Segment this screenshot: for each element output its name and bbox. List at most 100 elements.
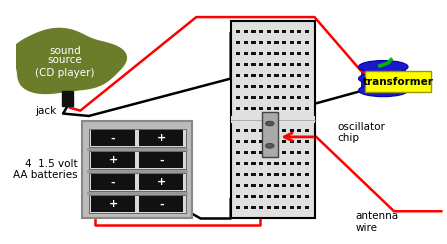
Text: sound: sound: [49, 46, 81, 56]
Bar: [139, 174, 183, 190]
Bar: [251, 206, 256, 209]
Bar: [236, 162, 240, 165]
Bar: [267, 52, 271, 55]
Bar: [290, 52, 294, 55]
Bar: [139, 130, 183, 146]
Bar: [290, 184, 294, 187]
Bar: [274, 96, 278, 99]
Bar: [282, 206, 286, 209]
Bar: [290, 206, 294, 209]
Bar: [282, 140, 286, 143]
Text: +: +: [156, 177, 166, 187]
Bar: [297, 63, 301, 66]
Circle shape: [266, 121, 274, 126]
Bar: [282, 63, 286, 66]
Bar: [87, 192, 188, 195]
Bar: [259, 41, 263, 44]
Bar: [236, 195, 240, 198]
Bar: [267, 96, 271, 99]
Bar: [267, 107, 271, 110]
Bar: [259, 162, 263, 165]
Bar: [274, 173, 278, 176]
Bar: [236, 30, 240, 33]
Bar: [251, 151, 256, 154]
Bar: [267, 162, 271, 165]
Bar: [274, 30, 278, 33]
Bar: [274, 107, 278, 110]
Bar: [274, 195, 278, 198]
Bar: [297, 74, 301, 77]
Bar: [251, 173, 256, 176]
Bar: [244, 107, 248, 110]
Bar: [251, 195, 256, 198]
Bar: [251, 140, 256, 143]
Bar: [259, 173, 263, 176]
Bar: [297, 129, 301, 132]
Bar: [244, 184, 248, 187]
Bar: [251, 63, 256, 66]
Bar: [290, 173, 294, 176]
Text: -: -: [111, 133, 115, 143]
Bar: [62, 91, 72, 106]
Bar: [267, 206, 271, 209]
Text: +: +: [109, 155, 118, 165]
Bar: [244, 173, 248, 176]
Bar: [267, 30, 271, 33]
Bar: [259, 63, 263, 66]
Bar: [274, 85, 278, 88]
Bar: [297, 195, 301, 198]
Bar: [274, 52, 278, 55]
Bar: [259, 96, 263, 99]
Bar: [87, 170, 188, 173]
Bar: [259, 151, 263, 154]
Bar: [236, 129, 240, 132]
Bar: [305, 195, 309, 198]
Bar: [290, 74, 294, 77]
Bar: [236, 41, 240, 44]
Text: +: +: [109, 199, 118, 209]
Bar: [236, 173, 240, 176]
Bar: [305, 107, 309, 110]
Bar: [236, 184, 240, 187]
Bar: [251, 52, 256, 55]
Bar: [251, 85, 256, 88]
Bar: [267, 195, 271, 198]
Bar: [259, 129, 263, 132]
Ellipse shape: [358, 84, 408, 97]
Bar: [274, 151, 278, 154]
Bar: [236, 206, 240, 209]
Bar: [282, 41, 286, 44]
Text: source: source: [48, 55, 83, 65]
Bar: [290, 96, 294, 99]
Bar: [244, 206, 248, 209]
Bar: [91, 174, 135, 190]
Bar: [251, 30, 256, 33]
FancyArrowPatch shape: [284, 133, 313, 141]
Bar: [282, 151, 286, 154]
Bar: [91, 152, 135, 168]
Bar: [236, 74, 240, 77]
Bar: [89, 151, 186, 169]
Bar: [282, 74, 286, 77]
Bar: [290, 41, 294, 44]
Bar: [244, 140, 248, 143]
Bar: [282, 184, 286, 187]
Bar: [259, 85, 263, 88]
Text: jack: jack: [35, 106, 57, 116]
Bar: [297, 30, 301, 33]
Bar: [305, 140, 309, 143]
Bar: [259, 30, 263, 33]
Bar: [82, 121, 192, 218]
Bar: [305, 184, 309, 187]
Bar: [297, 96, 301, 99]
Bar: [297, 184, 301, 187]
Text: transformer: transformer: [363, 77, 434, 87]
Ellipse shape: [358, 72, 408, 85]
Bar: [282, 85, 286, 88]
Bar: [236, 52, 240, 55]
Bar: [244, 74, 248, 77]
Text: (CD player): (CD player): [35, 68, 95, 78]
Bar: [91, 130, 135, 146]
Bar: [297, 140, 301, 143]
Bar: [244, 129, 248, 132]
